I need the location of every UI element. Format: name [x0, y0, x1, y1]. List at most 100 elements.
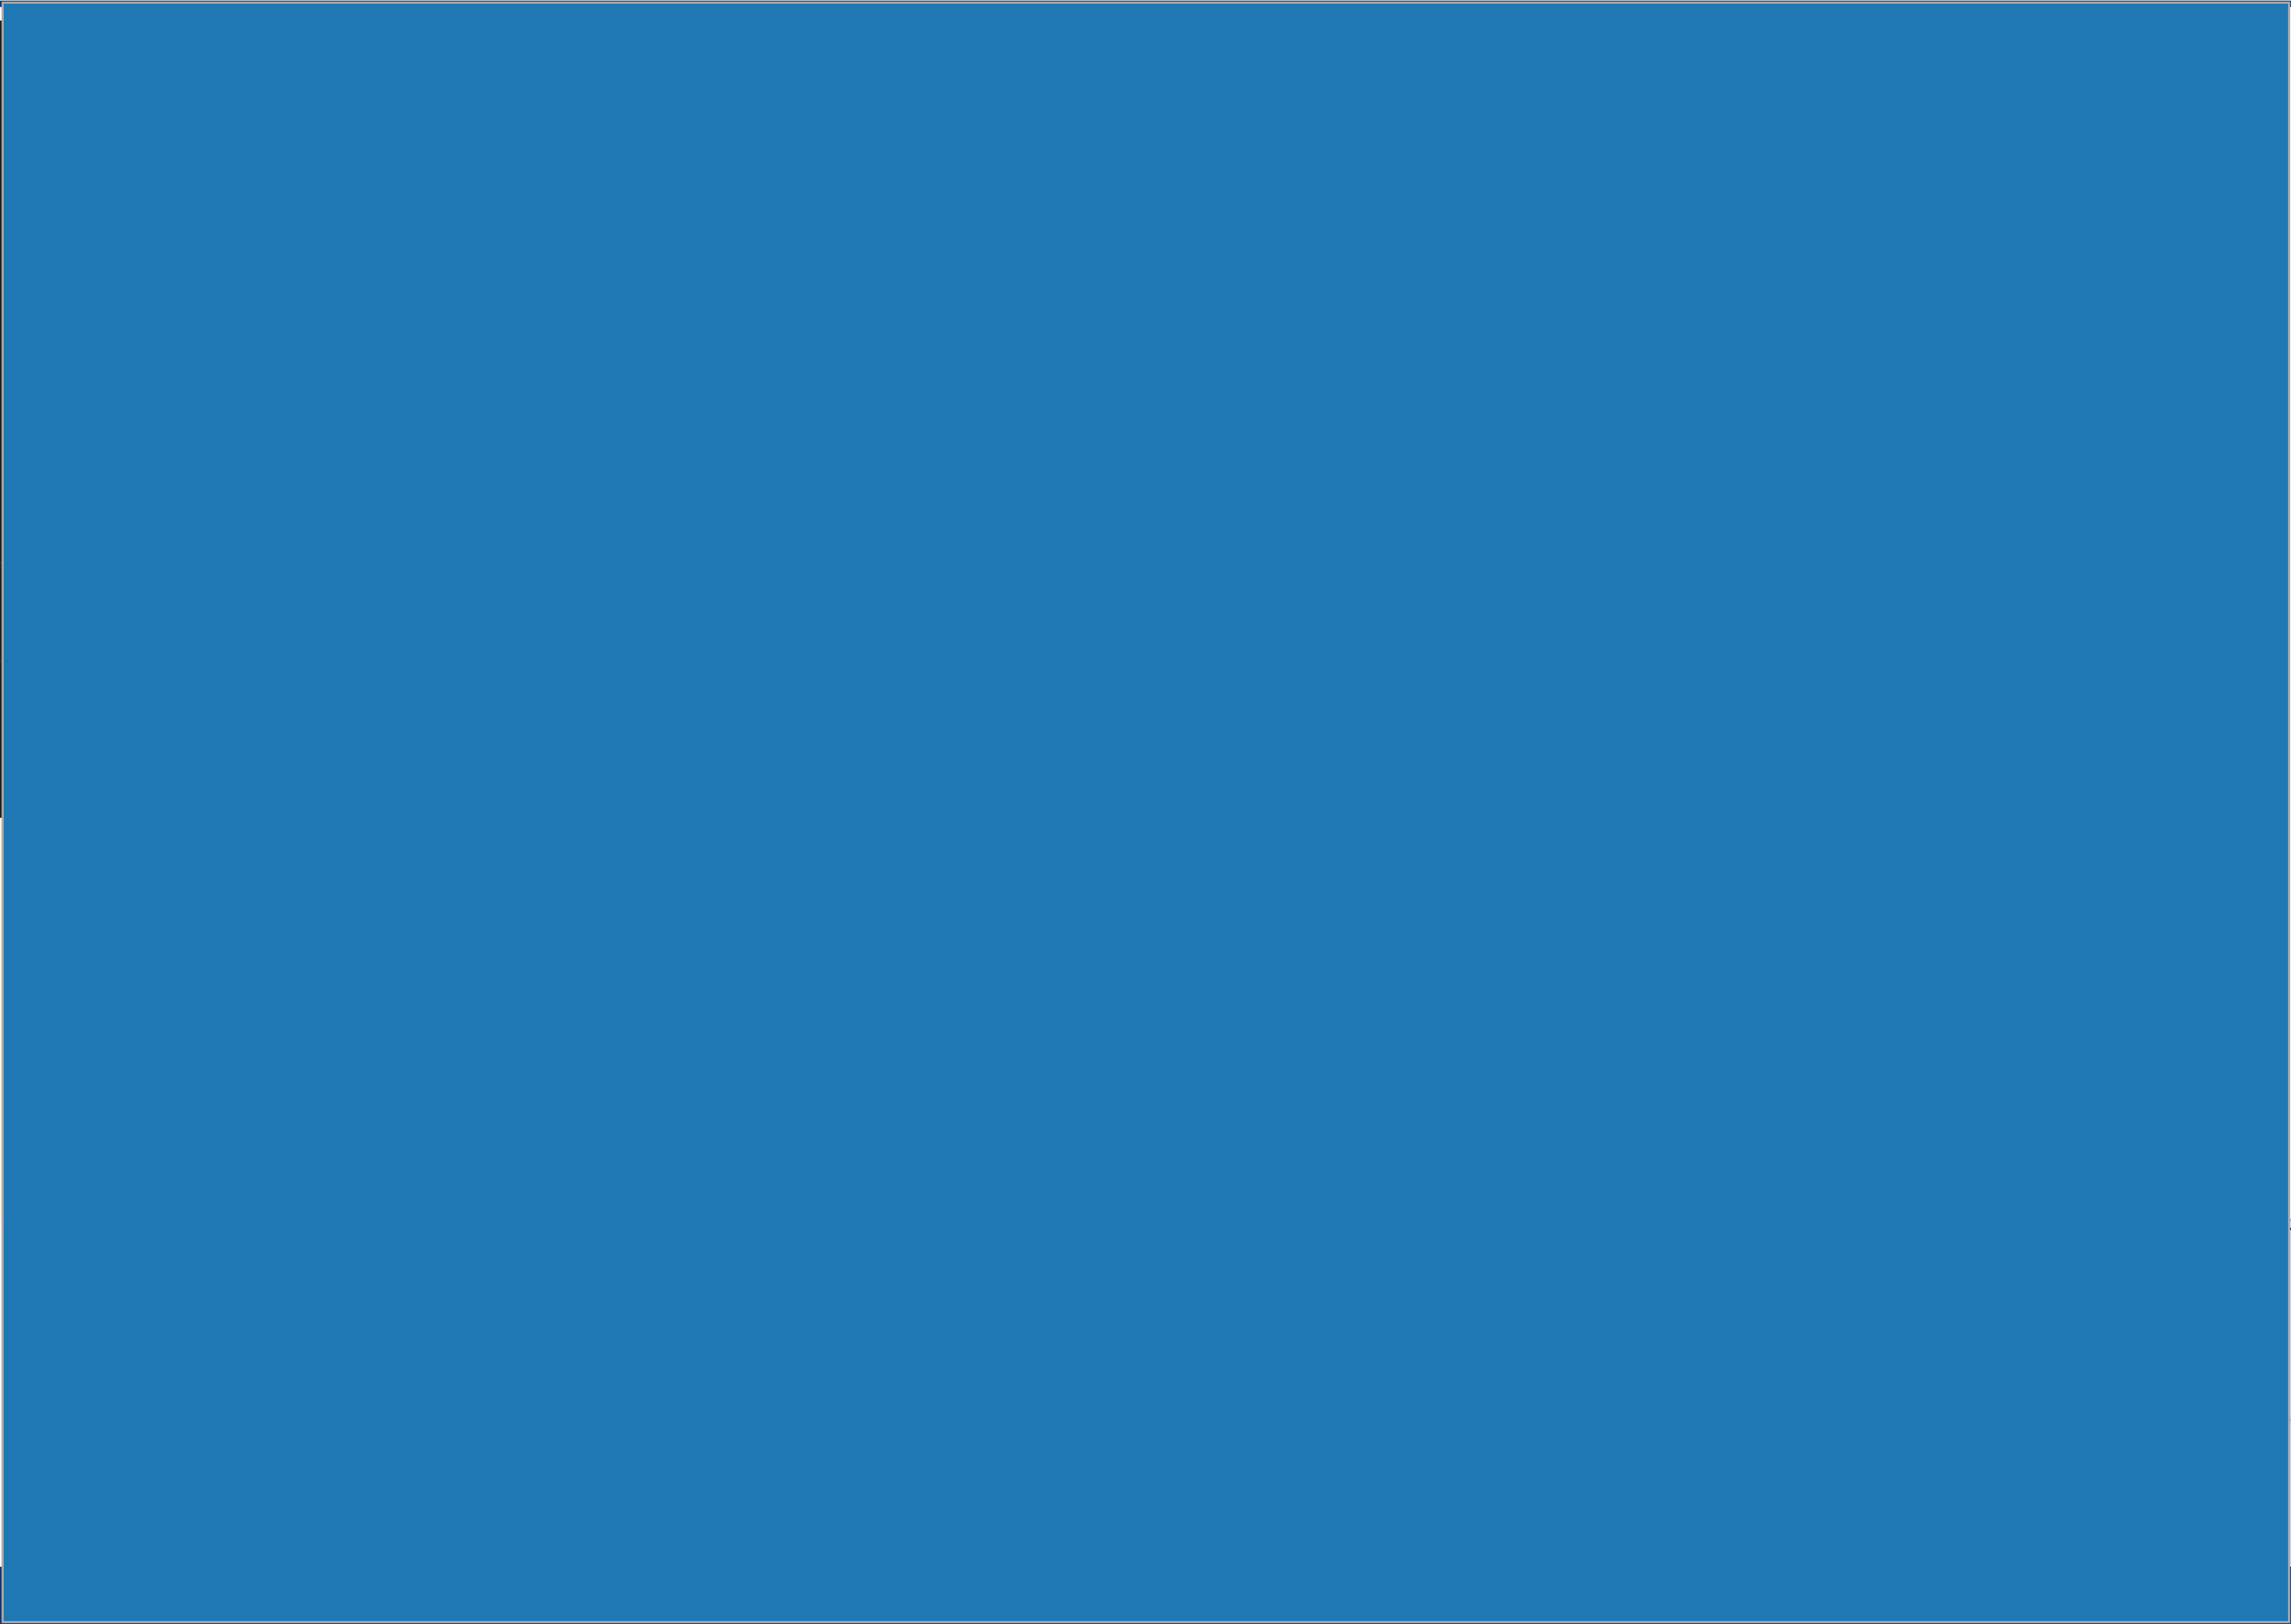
Circle shape — [280, 240, 296, 257]
Bar — [383, 497, 472, 510]
Text: звонок бесплатный:: звонок бесплатный: — [1260, 1600, 1372, 1611]
Bar — [383, 107, 472, 122]
Bar — [247, 357, 293, 370]
Text: шина LIN: шина LIN — [1313, 1169, 1363, 1181]
Text: X2: X2 — [172, 190, 190, 203]
Circle shape — [756, 1018, 774, 1036]
Text: серый: серый — [385, 380, 412, 388]
Text: центрального блока: центрального блока — [2101, 1475, 2227, 1488]
Text: обеспечьте надёжную фиксацию приемопередатчика к лобовому стеклу: обеспечьте надёжную фиксацию приемоперед… — [39, 1408, 451, 1419]
Bar — [383, 132, 472, 146]
Text: Альтернативное: Альтернативное — [790, 1093, 880, 1103]
Text: } линия B: } линия B — [321, 984, 380, 996]
Text: Микрофон: Микрофон — [1702, 1436, 1766, 1447]
Bar — [1934, 604, 1957, 624]
Text: бело-синий: бело-синий — [66, 1039, 124, 1049]
Text: Подключение опционального внешнего модуля Телематики: Подключение опционального внешнего модул… — [1656, 1224, 2291, 1242]
Bar — [383, 213, 472, 226]
Bar — [247, 654, 293, 669]
Text: 8-800-306-80-30: 8-800-306-80-30 — [726, 1595, 822, 1606]
Bar — [247, 437, 293, 450]
Text: черно-красный: черно-красный — [385, 86, 451, 93]
Circle shape — [229, 1073, 247, 1090]
Circle shape — [280, 357, 296, 372]
Circle shape — [756, 1117, 774, 1134]
Text: зеленый: зеленый — [593, 1056, 637, 1065]
Text: зелено-желтый: зелено-желтый — [385, 304, 454, 312]
Text: бело-красный: бело-красный — [66, 1000, 137, 1010]
Text: синий: синий — [66, 1116, 96, 1125]
Text: X10: X10 — [172, 476, 199, 489]
Text: (в комплекте E91.1,: (в комплекте E91.1, — [1725, 844, 1858, 857]
Text: Доп. канал №5 (200 мА) (−): Доп. канал №5 (200 мА) (−) — [474, 359, 641, 370]
Bar — [591, 1117, 678, 1134]
Bar — [144, 149, 160, 159]
Text: приёма. При необходимости закрепить блок к металлическому кронштейну, обеспечьте: приёма. При необходимости закрепить блок… — [39, 1476, 541, 1488]
Bar — [144, 515, 160, 526]
Bar — [969, 268, 987, 296]
Bar — [1695, 1486, 2291, 1567]
Text: зелено-черный: зелено-черный — [385, 245, 454, 253]
Text: CAN-H: CAN-H — [1313, 1007, 1352, 1018]
Bar — [64, 997, 151, 1013]
Text: коричнево-красный: коричнево-красный — [66, 963, 167, 973]
Text: на металлических поверхностях, так как это приводит к помехам и плохому качеству: на металлических поверхностях, так как э… — [39, 1466, 527, 1476]
Bar — [786, 1046, 912, 1078]
Text: Подключение CAN и LIN интерфейсов: Подключение CAN и LIN интерфейсов — [557, 828, 1070, 851]
Circle shape — [280, 300, 296, 315]
Text: коричнево-красный: коричнево-красный — [1120, 953, 1221, 963]
Circle shape — [1127, 1324, 1155, 1351]
Text: Наличие обогрева лобового стекла также может снизить дальность.: Наличие обогрева лобового стекла также м… — [48, 1335, 438, 1345]
Bar — [383, 729, 472, 744]
Bar — [259, 1046, 385, 1078]
Bar — [41, 1299, 348, 1387]
Circle shape — [1283, 950, 1301, 966]
Bar — [247, 755, 293, 768]
Text: X9: X9 — [172, 453, 190, 466]
Bar — [383, 476, 472, 490]
Circle shape — [280, 57, 296, 71]
Circle shape — [280, 654, 296, 669]
Text: Аккумулятор: Аккумулятор — [1152, 86, 1246, 101]
Bar — [1313, 1046, 1439, 1078]
Text: Стартер: Стартер — [2078, 512, 2128, 523]
Text: McGroupe.Ru: McGroupe.Ru — [1061, 820, 1205, 840]
Text: Датчик наклона и удара находится в приемопередатчике, поэтому: Датчик наклона и удара находится в прием… — [39, 1397, 419, 1408]
Bar — [1207, 918, 1290, 1169]
Bar — [1940, 536, 1957, 567]
Bar — [383, 242, 472, 255]
Bar — [64, 1036, 151, 1052]
Text: Аксессуары 1: Аксессуары 1 — [2078, 538, 2160, 549]
Text: НР: НР — [1918, 336, 1934, 348]
Text: M32, M22, M31): M32, M22, M31) — [1702, 1458, 1796, 1470]
Text: Доп. канал №4 (200 мА) (−): Доп. канал №4 (200 мА) (−) — [474, 538, 641, 549]
Bar — [144, 424, 160, 435]
Bar — [362, 200, 1003, 349]
Text: StarLine: StarLine — [1922, 1335, 2032, 1356]
Bar — [144, 744, 160, 755]
Text: управление светом (-)*: управление светом (-)* — [790, 1103, 919, 1112]
Text: +12В: +12В — [1897, 213, 1929, 224]
Text: Альтернативное: Альтернативное — [1317, 1051, 1407, 1060]
Text: CAN-L: CAN-L — [259, 970, 296, 981]
Text: E91.1, E61.1: E91.1, E61.1 — [268, 13, 609, 60]
Text: Реле блокировки: Реле блокировки — [1794, 224, 1908, 237]
Text: X11: X11 — [172, 499, 199, 512]
Text: управление светом (-)*: управление светом (-)* — [1317, 1103, 1446, 1112]
Text: 8-812-993-80-30: 8-812-993-80-30 — [396, 1595, 495, 1606]
Bar — [2101, 1419, 2117, 1449]
Text: Н3: Н3 — [1918, 305, 1934, 317]
Bar — [9, 45, 158, 793]
Text: оранжево-серый: оранжево-серый — [385, 783, 460, 789]
Text: 87а: 87а — [1801, 336, 1821, 346]
Text: E90.1, E60.1: E90.1, E60.1 — [268, 42, 609, 89]
Text: 3: 3 — [1136, 1330, 1146, 1345]
Text: Альтернативное: Альтернативное — [263, 1051, 353, 1060]
Text: Программ. выход (+): Программ. выход (+) — [1963, 609, 2092, 620]
Text: Резервный: Резервный — [1702, 1263, 1769, 1275]
Circle shape — [756, 1085, 774, 1101]
Bar — [1934, 567, 1957, 586]
Bar — [247, 536, 293, 551]
Bar — [144, 562, 160, 572]
Circle shape — [280, 377, 296, 391]
